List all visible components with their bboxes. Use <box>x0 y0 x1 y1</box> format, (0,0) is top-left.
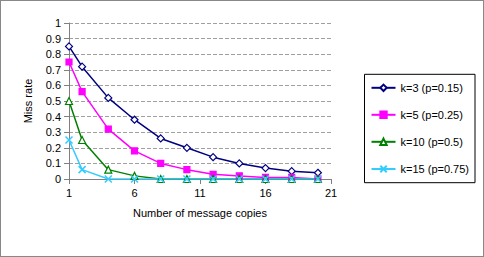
svg-text:0.7: 0.7 <box>46 64 61 76</box>
svg-text:0.4: 0.4 <box>46 111 61 123</box>
svg-text:k=5 (p=0.25): k=5 (p=0.25) <box>401 109 463 121</box>
svg-text:k=15 (p=0.75): k=15 (p=0.75) <box>401 163 470 175</box>
svg-text:0.5: 0.5 <box>46 95 61 107</box>
svg-text:Miss rate: Miss rate <box>22 79 34 124</box>
svg-text:1: 1 <box>66 187 72 199</box>
svg-text:0.6: 0.6 <box>46 79 61 91</box>
svg-text:0: 0 <box>55 173 61 185</box>
svg-text:11: 11 <box>194 187 205 199</box>
svg-text:0.2: 0.2 <box>46 142 61 154</box>
svg-text:k=10 (p=0.5): k=10 (p=0.5) <box>401 136 463 148</box>
svg-text:0.3: 0.3 <box>46 126 61 138</box>
svg-text:0.8: 0.8 <box>46 48 61 60</box>
svg-text:0.9: 0.9 <box>46 33 61 45</box>
svg-text:16: 16 <box>259 187 271 199</box>
svg-text:k=3 (p=0.15): k=3 (p=0.15) <box>401 82 463 94</box>
svg-text:Number of message copies: Number of message copies <box>133 207 267 219</box>
svg-text:1: 1 <box>55 17 61 29</box>
svg-text:6: 6 <box>131 187 137 199</box>
svg-text:21: 21 <box>325 187 337 199</box>
svg-text:0.1: 0.1 <box>46 157 61 169</box>
